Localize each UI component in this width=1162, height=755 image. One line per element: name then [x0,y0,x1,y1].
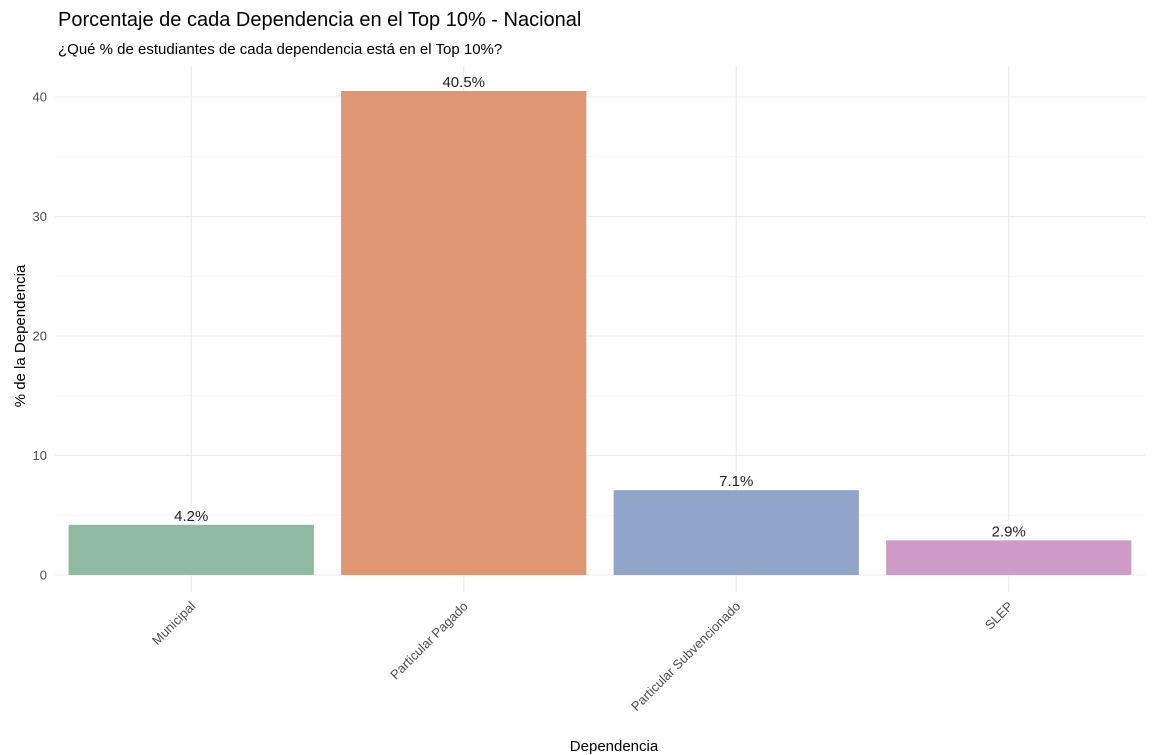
y-tick-label: 0 [40,568,47,583]
x-axis-ticks: Municipal Particular Pagado Particular Sub… [149,598,1016,713]
bar-value-label: 7.1% [719,473,753,490]
bars [68,91,1132,576]
bar-labels: 4.2% 40.5% 7.1% 2.9% [174,74,1026,540]
bar-value-label: 40.5% [442,74,485,91]
chart-subtitle: ¿Qué % de estudiantes de cada dependenci… [58,41,503,58]
bar [886,540,1132,575]
bar-value-label: 2.9% [992,523,1026,540]
x-tick-label: SLEP [982,599,1016,633]
y-tick-label: 20 [33,329,47,344]
y-tick-label: 40 [33,90,47,105]
x-axis-title: Dependencia [570,738,659,755]
bar [341,91,587,576]
y-axis-title: % de la Dependencia [12,264,29,407]
chart-title: Porcentaje de cada Dependencia en el Top… [58,9,582,31]
x-tick-label: Particular Pagado [387,599,471,683]
x-tick-label: Particular Subvencionado [628,599,743,714]
y-tick-label: 10 [33,448,47,463]
y-tick-label: 30 [33,209,47,224]
bar-value-label: 4.2% [174,508,208,525]
bar [613,490,859,575]
x-tick-label: Municipal [149,598,199,648]
bar [68,524,314,575]
gridlines [55,66,1145,592]
y-axis-ticks: 0 10 20 30 40 [33,90,47,583]
